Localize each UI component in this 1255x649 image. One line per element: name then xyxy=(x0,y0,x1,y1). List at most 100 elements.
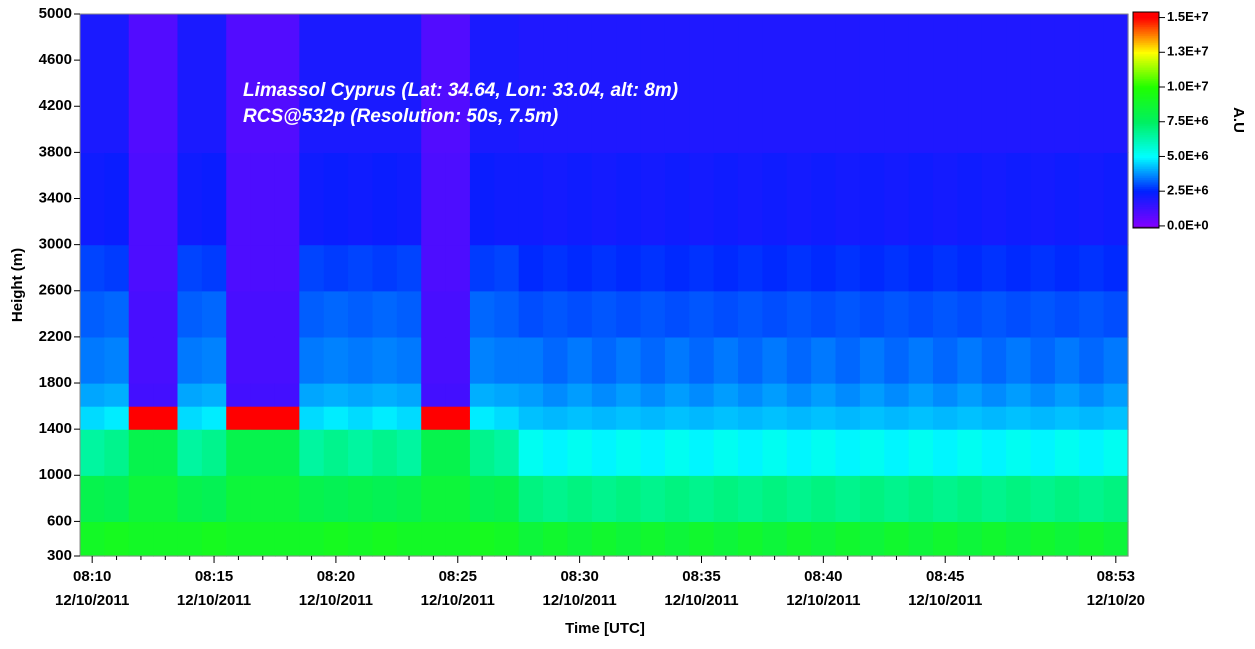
colorbar-swatch xyxy=(1133,93,1159,96)
heatmap-cell xyxy=(80,290,105,338)
heatmap-cell xyxy=(981,475,1007,523)
x-tick-label: 08:20 xyxy=(317,568,355,585)
heatmap-cell xyxy=(250,336,276,384)
colorbar-swatch xyxy=(1133,186,1159,189)
heatmap-cell xyxy=(543,336,569,384)
heatmap-cell xyxy=(494,336,520,384)
heatmap-cell xyxy=(1079,14,1105,153)
heatmap-cell xyxy=(543,429,569,476)
heatmap-cell xyxy=(738,244,764,292)
heatmap-cell xyxy=(1006,336,1032,384)
heatmap-cell xyxy=(372,475,398,523)
heatmap-cell xyxy=(567,152,593,246)
heatmap-cell xyxy=(957,475,983,523)
heatmap-cell xyxy=(981,152,1007,246)
heatmap-cell xyxy=(445,521,471,557)
heatmap-cell xyxy=(981,290,1007,338)
colorbar-swatch xyxy=(1133,179,1159,182)
heatmap-cell xyxy=(1103,475,1129,523)
heatmap-cell xyxy=(1054,521,1080,557)
heatmap-cell xyxy=(567,475,593,523)
heatmap-cell xyxy=(981,406,1007,430)
heatmap-cell xyxy=(835,290,861,338)
colorbar-swatch xyxy=(1133,130,1159,134)
heatmap-cell xyxy=(591,152,617,246)
heatmap-cell xyxy=(348,521,374,557)
colorbar-swatch xyxy=(1133,107,1159,110)
heatmap-cell xyxy=(1030,290,1056,338)
colorbar-swatch xyxy=(1133,161,1159,164)
heatmap-cell xyxy=(80,475,105,523)
heatmap-cell xyxy=(1006,406,1032,430)
heatmap-cell xyxy=(884,383,910,407)
heatmap-cell xyxy=(177,406,203,430)
heatmap-cell xyxy=(859,383,885,407)
heatmap-cell xyxy=(1030,429,1056,476)
heatmap-cell xyxy=(543,290,569,338)
colorbar-swatch xyxy=(1133,64,1159,67)
colorbar-swatch xyxy=(1133,87,1159,90)
heatmap-cell xyxy=(908,244,934,292)
heatmap-cell xyxy=(664,475,690,523)
heatmap-cell xyxy=(689,290,715,338)
colorbar-swatch xyxy=(1133,44,1159,47)
colorbar-frame xyxy=(1132,11,1160,229)
colorbar-swatch xyxy=(1133,199,1159,202)
heatmap-cell xyxy=(445,290,471,338)
heatmap-cell xyxy=(1079,521,1105,557)
heatmap-cell xyxy=(250,383,276,407)
colorbar-swatch xyxy=(1133,89,1159,92)
heatmap-cell xyxy=(104,152,130,246)
heatmap-cell xyxy=(299,406,325,430)
heatmap-cell xyxy=(494,475,520,523)
colorbar-swatch xyxy=(1133,84,1159,87)
heatmap-cell xyxy=(835,475,861,523)
heatmap-cell xyxy=(713,429,739,476)
colorbar-swatch xyxy=(1133,197,1159,200)
heatmap-cell xyxy=(835,406,861,430)
heatmap-cell xyxy=(762,521,788,557)
colorbar-swatch xyxy=(1133,42,1159,45)
heatmap-cell xyxy=(933,475,958,523)
heatmap-cell xyxy=(153,429,179,476)
heatmap-cell xyxy=(884,290,910,338)
heatmap-cell xyxy=(616,14,642,153)
heatmap-cell xyxy=(543,244,569,292)
heatmap-cell xyxy=(884,521,910,557)
heatmap-cell xyxy=(933,383,958,407)
colorbar-swatch xyxy=(1133,170,1159,173)
x-tick-date: 12/10/2011 xyxy=(786,592,860,609)
heatmap-cell xyxy=(981,429,1007,476)
heatmap-cell xyxy=(738,521,764,557)
colorbar-swatch xyxy=(1133,192,1159,195)
colorbar-swatch xyxy=(1133,35,1159,38)
heatmap-cell xyxy=(299,521,325,557)
heatmap-cell xyxy=(811,336,837,384)
x-tick-date: 12/10/2011 xyxy=(908,592,982,609)
heatmap-cell xyxy=(201,336,227,384)
heatmap-cell xyxy=(786,383,812,407)
heatmap-cell xyxy=(153,521,179,557)
heatmap-cell xyxy=(664,336,690,384)
colorbar-tick-label: 1.0E+7 xyxy=(1167,78,1209,93)
heatmap-cell xyxy=(543,383,569,407)
heatmap-cell xyxy=(323,14,349,153)
colorbar-label: A.U xyxy=(1230,107,1247,133)
colorbar-swatch xyxy=(1133,121,1159,125)
heatmap-cell xyxy=(226,521,252,557)
heatmap-cell xyxy=(859,290,885,338)
heatmap-cell xyxy=(469,406,495,430)
heatmap-cell xyxy=(128,521,154,557)
colorbar-swatch xyxy=(1133,210,1159,213)
heatmap-cell xyxy=(396,14,422,153)
colorbar-swatch xyxy=(1133,215,1159,218)
colorbar-swatch xyxy=(1133,98,1159,101)
heatmap-cell xyxy=(908,152,934,246)
heatmap-cell xyxy=(1030,475,1056,523)
y-tick-label: 600 xyxy=(47,512,72,529)
heatmap-cell xyxy=(250,475,276,523)
heatmap-cell xyxy=(957,383,983,407)
colorbar-swatch xyxy=(1133,24,1159,27)
